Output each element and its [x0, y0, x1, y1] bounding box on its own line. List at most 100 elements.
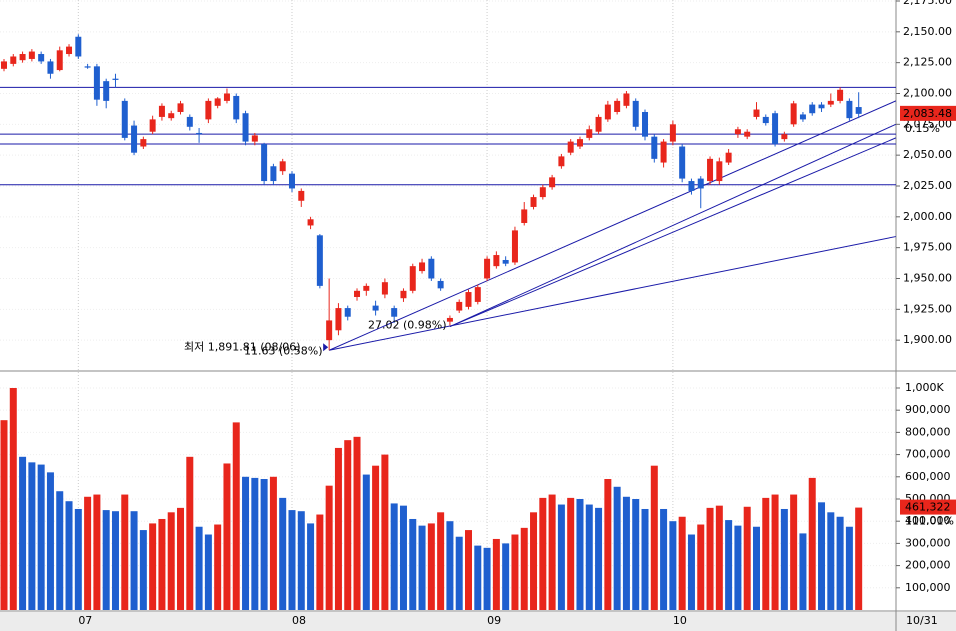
volume-bar	[28, 462, 36, 610]
volume-bar	[307, 523, 315, 610]
candle-body	[270, 166, 277, 182]
candle-body	[530, 197, 537, 207]
candle-body	[233, 95, 240, 120]
candle-body	[846, 100, 853, 119]
candle-body	[437, 280, 444, 289]
price-pane: 최저 1,891.81 (08/06)11.63 (0.58%) 27.02 (0…	[0, 0, 896, 370]
volume-bar	[74, 508, 82, 610]
last-price-box	[900, 105, 956, 121]
volume-bar	[780, 508, 788, 610]
volume-bar	[242, 476, 250, 610]
y-tick-label: 1,950.00	[903, 271, 952, 284]
candle-body	[493, 255, 500, 267]
volume-bar	[790, 494, 798, 610]
last-change: 0.15%	[905, 122, 940, 135]
y-tick-label: 2,050.00	[903, 148, 952, 161]
date-bar	[0, 612, 956, 631]
candle-body	[827, 100, 834, 105]
x-tick-label: 07	[78, 614, 92, 627]
candle-body	[428, 258, 435, 279]
volume-bar	[46, 472, 54, 610]
volume-bar	[9, 387, 17, 610]
volume-bar	[622, 496, 630, 610]
volume-bar	[269, 476, 277, 610]
candle-body	[595, 116, 602, 132]
y-tick-label: 300,000	[905, 536, 951, 549]
candle-body	[261, 144, 268, 182]
volume-bar	[576, 498, 584, 610]
candle-body	[614, 100, 621, 112]
candle-body	[623, 93, 630, 106]
trend-line	[329, 236, 896, 351]
volume-bar	[446, 521, 454, 610]
candle-body	[855, 107, 862, 114]
candle-body	[140, 139, 147, 147]
candle-body	[484, 258, 491, 279]
candle-body	[354, 290, 361, 297]
candle-body	[772, 113, 779, 145]
candle-body	[10, 56, 17, 64]
volume-bar	[743, 506, 751, 610]
candle-body	[242, 113, 249, 142]
candle-body	[103, 81, 110, 101]
volume-bar	[334, 447, 342, 610]
volume-bar	[706, 507, 714, 610]
volume-bar	[130, 511, 138, 610]
candle-body	[75, 36, 82, 57]
candle-body	[344, 308, 351, 317]
volume-bar	[799, 533, 807, 610]
volume-bar	[762, 497, 770, 610]
volume-bar	[158, 518, 166, 610]
last-volume-label: 461,322	[905, 501, 951, 514]
candle-body	[186, 116, 193, 127]
volume-bar	[669, 521, 677, 610]
candle-body	[381, 282, 388, 295]
candle-body	[19, 54, 26, 61]
candle-body	[279, 161, 286, 172]
volume-bar	[697, 524, 705, 610]
volume-bar	[232, 422, 240, 610]
candle-body	[660, 141, 667, 163]
volume-bar	[771, 494, 779, 610]
volume-bar	[455, 536, 463, 610]
candle-body	[679, 146, 686, 179]
y-tick-label: 100,000	[905, 581, 951, 594]
volume-bar	[437, 512, 445, 610]
y-tick-label: 700,000	[905, 448, 951, 461]
candle-body	[316, 235, 323, 286]
candle-body	[288, 173, 295, 189]
y-tick-label: 600,000	[905, 470, 951, 483]
volume-bar	[845, 526, 853, 610]
volume-bar	[149, 523, 157, 610]
y-tick-label: 2,025.00	[903, 179, 952, 192]
candle-body	[335, 308, 342, 331]
volume-bar	[316, 514, 324, 610]
candle-body	[112, 78, 119, 80]
volume-bar	[84, 496, 92, 610]
candle-body	[651, 136, 658, 159]
volume-bar	[121, 494, 129, 610]
x-end-label: 10/31	[906, 614, 938, 627]
candle-body	[298, 190, 305, 201]
volume-bar	[251, 477, 259, 610]
volume-bar	[362, 474, 370, 610]
x-tick-label: 10	[673, 614, 687, 627]
volume-bar	[483, 547, 491, 610]
candle-body	[326, 320, 333, 341]
volume-bar	[372, 465, 380, 610]
volume-bar	[409, 518, 417, 610]
volume-bar	[214, 524, 222, 610]
candle-body	[223, 93, 230, 101]
volume-bar	[139, 530, 147, 610]
candle-body	[586, 129, 593, 138]
candle-body	[567, 141, 574, 153]
candle-body	[391, 308, 398, 317]
candle-body	[604, 104, 611, 120]
candle-body	[762, 116, 769, 124]
candle-body	[149, 119, 156, 132]
candle-body	[84, 66, 91, 68]
candle-body	[744, 131, 751, 137]
volume-bar	[511, 534, 519, 610]
x-tick-label: 08	[292, 614, 306, 627]
